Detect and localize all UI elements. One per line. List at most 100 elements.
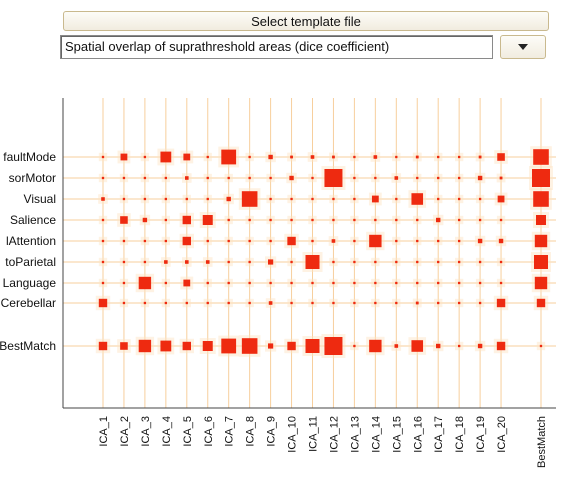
cell-marker [269,239,272,243]
cell-marker [373,155,378,159]
cell-marker [164,239,168,243]
metric-select-dropdown-button[interactable] [500,35,546,59]
cell-marker [395,281,398,285]
cell-marker [457,281,461,285]
cell-marker [457,239,461,243]
column-label: ICA_12 [328,416,340,453]
cell-marker [98,298,108,308]
cell-marker [457,197,461,201]
cell-marker [120,342,128,350]
cell-marker [539,344,543,348]
cell-marker [497,195,505,203]
cell-marker [164,301,168,305]
cell-marker [290,218,293,222]
cell-marker [478,301,482,305]
cell-marker [416,281,419,285]
cell-marker [268,301,273,305]
cell-marker [185,301,188,305]
cell-marker [164,218,168,222]
cell-marker [457,155,461,159]
cell-marker [143,301,147,305]
cell-marker [437,155,440,159]
cell-marker [437,197,440,201]
cell-marker [101,197,105,201]
cell-marker [332,218,335,222]
column-label: ICA_17 [433,416,445,453]
cell-marker [305,339,320,353]
cell-marker [269,176,272,180]
cell-marker [101,155,105,159]
cell-marker [227,239,230,243]
cell-marker [221,149,237,165]
cell-marker [206,197,209,201]
cell-marker [269,218,272,222]
row-label: Cerebellar [1,296,56,310]
cell-marker [226,196,231,202]
cell-marker [478,197,482,201]
cell-marker [268,343,274,349]
cell-marker [496,298,506,308]
cell-marker [268,154,273,160]
cell-marker [311,197,314,201]
cell-marker [185,176,189,180]
row-label: lAttention [6,234,56,248]
cell-marker [534,255,548,269]
cell-marker [437,301,440,305]
column-label: ICA_3 [140,416,152,447]
cell-marker [142,217,148,223]
cell-marker [248,155,251,159]
cell-marker [287,341,296,351]
cell-marker [287,236,296,246]
cell-marker [248,218,251,222]
cell-marker [122,260,126,264]
cell-marker [411,193,424,205]
column-label: ICA_14 [370,416,382,453]
cell-marker [499,281,503,285]
column-label: ICA_10 [287,416,299,453]
column-label: ICA_19 [475,416,487,453]
cell-marker [437,176,440,180]
cell-marker [227,281,230,285]
cell-marker [185,260,189,264]
cell-marker [206,239,209,243]
row-label: Salience [10,213,56,227]
cell-marker [324,337,343,355]
cell-marker [496,341,506,351]
cell-marker [122,281,126,285]
cell-marker [290,281,293,285]
cell-marker [160,151,172,163]
cell-marker [332,281,335,285]
cell-marker [395,155,398,159]
cell-marker [248,176,251,180]
cell-marker [227,301,230,305]
cell-marker [332,301,335,305]
cell-marker [371,195,379,203]
cell-marker [305,255,320,269]
cell-marker [437,260,440,264]
column-label: ICA_20 [496,416,508,453]
cell-marker [332,260,335,264]
column-label: ICA_18 [454,416,466,453]
cell-marker [374,260,377,264]
cell-marker [477,175,483,181]
cell-marker [534,276,548,290]
cell-marker [290,197,293,201]
cell-marker [457,301,461,305]
cell-marker [369,339,382,353]
cell-marker [353,281,356,285]
column-label: ICA_16 [412,416,424,453]
cell-marker [248,239,251,243]
cell-marker [143,155,147,159]
cell-marker [416,239,419,243]
cell-marker [122,239,126,243]
cell-marker [122,301,126,305]
cell-marker [160,340,172,352]
cell-marker [532,169,550,187]
metric-select[interactable]: Spatial overlap of suprathreshold areas … [60,35,493,59]
cell-marker [353,218,356,222]
cell-marker [205,260,210,264]
cell-marker [241,191,258,207]
select-template-button[interactable]: Select template file [63,11,549,31]
cell-marker [457,218,461,222]
